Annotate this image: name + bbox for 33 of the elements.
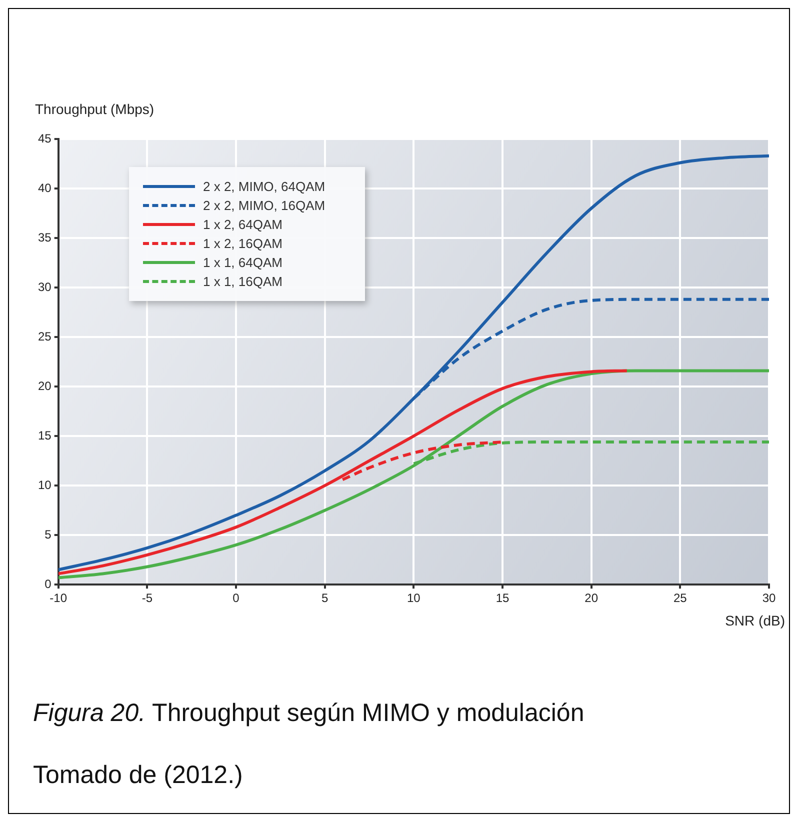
legend-label: 1 x 2, 64QAM xyxy=(203,217,282,232)
x-tick-label: 20 xyxy=(584,591,598,606)
x-tick-label: 10 xyxy=(406,591,421,606)
y-tick-label: 40 xyxy=(38,180,52,195)
x-tick-label: -5 xyxy=(142,591,153,606)
legend-label: 1 x 1, 16QAM xyxy=(203,274,282,289)
y-tick-label: 20 xyxy=(38,378,52,393)
text: Figura 20. xyxy=(33,699,146,727)
text: Tomado de (2012.) xyxy=(33,761,243,790)
y-tick-label: 25 xyxy=(38,329,52,344)
x-axis-title: SNR (dB) xyxy=(725,612,785,628)
x-tick-label: -10 xyxy=(50,591,68,606)
legend-label: 2 x 2, MIMO, 64QAM xyxy=(203,179,326,194)
line-series xyxy=(58,369,628,576)
y-tick-label: 30 xyxy=(38,280,52,294)
y-tick-label: 15 xyxy=(38,428,52,442)
x-tick-label: 0 xyxy=(232,591,240,606)
line-series xyxy=(58,369,769,580)
x-tick-label: 25 xyxy=(673,591,688,606)
text: Throughput según MIMO y modulación xyxy=(151,699,584,727)
legend-label: 1 x 1, 64QAM xyxy=(203,255,282,270)
x-tick-label: 30 xyxy=(762,591,776,606)
legend-label: 1 x 2, 16QAM xyxy=(203,236,282,251)
y-tick-label: 45 xyxy=(38,131,52,146)
legend-label: 2 x 2, MIMO, 16QAM xyxy=(203,198,326,213)
y-tick-label: 5 xyxy=(44,527,52,542)
y-tick-label: 35 xyxy=(38,230,52,244)
x-tick-label: 5 xyxy=(322,591,328,606)
line-series xyxy=(58,154,769,572)
y-axis-title: Throughput (Mbps) xyxy=(35,100,154,117)
y-tick-label: 0 xyxy=(44,576,52,591)
x-tick-label: 15 xyxy=(496,591,510,606)
y-tick-label: 10 xyxy=(38,478,52,492)
